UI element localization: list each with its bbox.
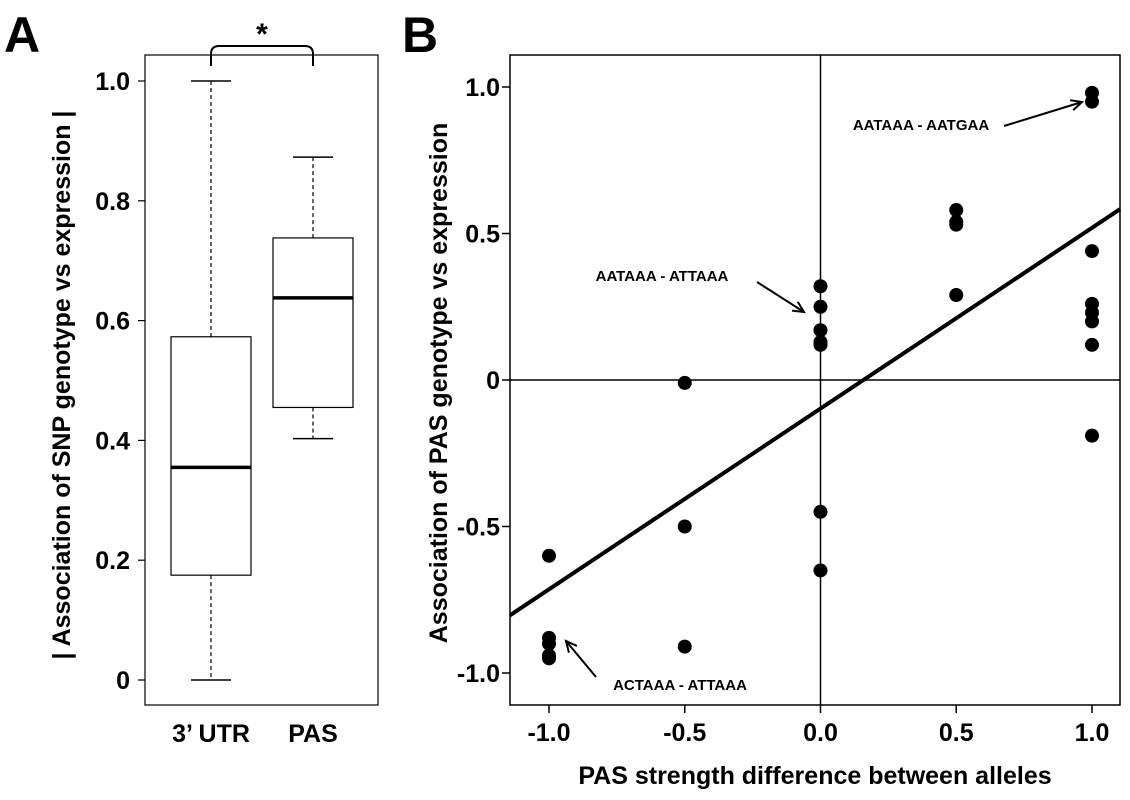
panel-b-scatter: AATAAA - AATGAA AATAAA - ATTAAA ACTAAA - A… <box>425 54 1122 790</box>
panel-b-label: B <box>402 7 438 63</box>
data-point <box>949 203 964 218</box>
x-tick-label: -1.0 <box>527 719 570 747</box>
y-tick-label: 0 <box>116 667 130 695</box>
significance-bracket-line <box>210 45 314 66</box>
box-utr-iqr <box>170 336 252 576</box>
data-point <box>949 288 964 303</box>
annotation-arrow-shaft <box>756 281 805 313</box>
panel-a-boxplot: 0 0.2 0.4 0.6 0.8 1.0 3’ UTR PAS * | Associati… <box>48 18 379 748</box>
data-point <box>542 651 556 666</box>
data-point <box>1085 244 1099 259</box>
y-tick-label: 0 <box>486 367 500 395</box>
data-point <box>813 323 828 338</box>
panel-b-y-ticks: -1.0 -0.5 0 0.5 1.0 <box>457 74 510 688</box>
data-point <box>542 548 556 563</box>
annotation-aataaa-aatgaa: AATAAA - AATGAA <box>853 117 990 134</box>
regression-line-path <box>508 207 1122 617</box>
data-point <box>1085 337 1099 352</box>
annotation-actaaa-attaaa: ACTAAA - ATTAAA <box>613 677 747 694</box>
data-point <box>677 375 692 390</box>
data-point <box>1085 94 1099 109</box>
y-tick-label: 0.8 <box>95 188 130 216</box>
panel-b-reference-lines <box>510 55 1120 705</box>
annotation-arrow-head <box>564 639 578 653</box>
x-category-label: 3’ UTR <box>172 720 250 748</box>
panel-a-x-ticks: 3’ UTR PAS <box>172 720 338 748</box>
panel-a-y-ticks: 0 0.2 0.4 0.6 0.8 1.0 <box>95 68 145 695</box>
y-tick-label: 0.6 <box>95 308 130 336</box>
significance-star: * <box>256 18 268 51</box>
data-point <box>813 337 828 352</box>
panel-a-frame <box>144 54 379 706</box>
y-tick-label: -1.0 <box>457 660 500 688</box>
x-tick-label: 0.5 <box>939 719 974 747</box>
annotation-arrow-shaft <box>1003 101 1083 127</box>
panel-b-points <box>542 85 1099 666</box>
panel-a-boxes <box>170 80 354 681</box>
panel-b-x-ticks: -1.0 -0.5 0.0 0.5 1.0 <box>527 705 1109 747</box>
y-tick-label: -0.5 <box>457 514 500 542</box>
box-pas-iqr <box>272 237 354 409</box>
annotation-arrow <box>564 639 597 678</box>
annotation-arrow <box>756 281 806 314</box>
y-tick-label: 0.4 <box>95 427 130 455</box>
panel-b-y-axis-title: Association of PAS genotype vs expressio… <box>425 123 453 644</box>
x-tick-label: 0.0 <box>803 719 838 747</box>
panel-b-x-axis-title: PAS strength difference between alleles <box>578 762 1051 790</box>
data-point <box>1085 428 1099 443</box>
annotation-arrow <box>1003 99 1085 127</box>
regression-line <box>508 207 1122 617</box>
panel-b-annotations: AATAAA - AATGAA AATAAA - ATTAAA ACTAAA - A… <box>564 99 1085 694</box>
data-point <box>813 279 828 294</box>
data-point <box>677 519 692 534</box>
data-point <box>677 639 692 654</box>
y-tick-label: 1.0 <box>95 68 130 96</box>
panel-a-label: A <box>4 7 40 63</box>
significance-bracket: * <box>210 18 314 66</box>
y-tick-label: 0.2 <box>95 547 130 575</box>
data-point <box>1085 314 1099 329</box>
panel-a-y-axis-title: | Association of SNP genotype vs express… <box>48 111 76 660</box>
y-tick-label: 1.0 <box>465 74 500 102</box>
data-point <box>813 504 828 519</box>
data-point <box>813 563 828 578</box>
annotation-arrow-head <box>791 301 806 314</box>
annotation-arrow-shaft <box>565 640 597 678</box>
y-tick-label: 0.5 <box>465 221 500 249</box>
data-point <box>949 217 964 232</box>
annotation-aataaa-attaaa: AATAAA - ATTAAA <box>596 268 729 285</box>
data-point <box>542 636 556 651</box>
x-tick-label: -0.5 <box>663 719 706 747</box>
data-point <box>813 299 828 314</box>
annotation-arrow-head <box>1069 99 1085 111</box>
x-tick-label: 1.0 <box>1075 719 1110 747</box>
x-category-label: PAS <box>288 720 338 748</box>
